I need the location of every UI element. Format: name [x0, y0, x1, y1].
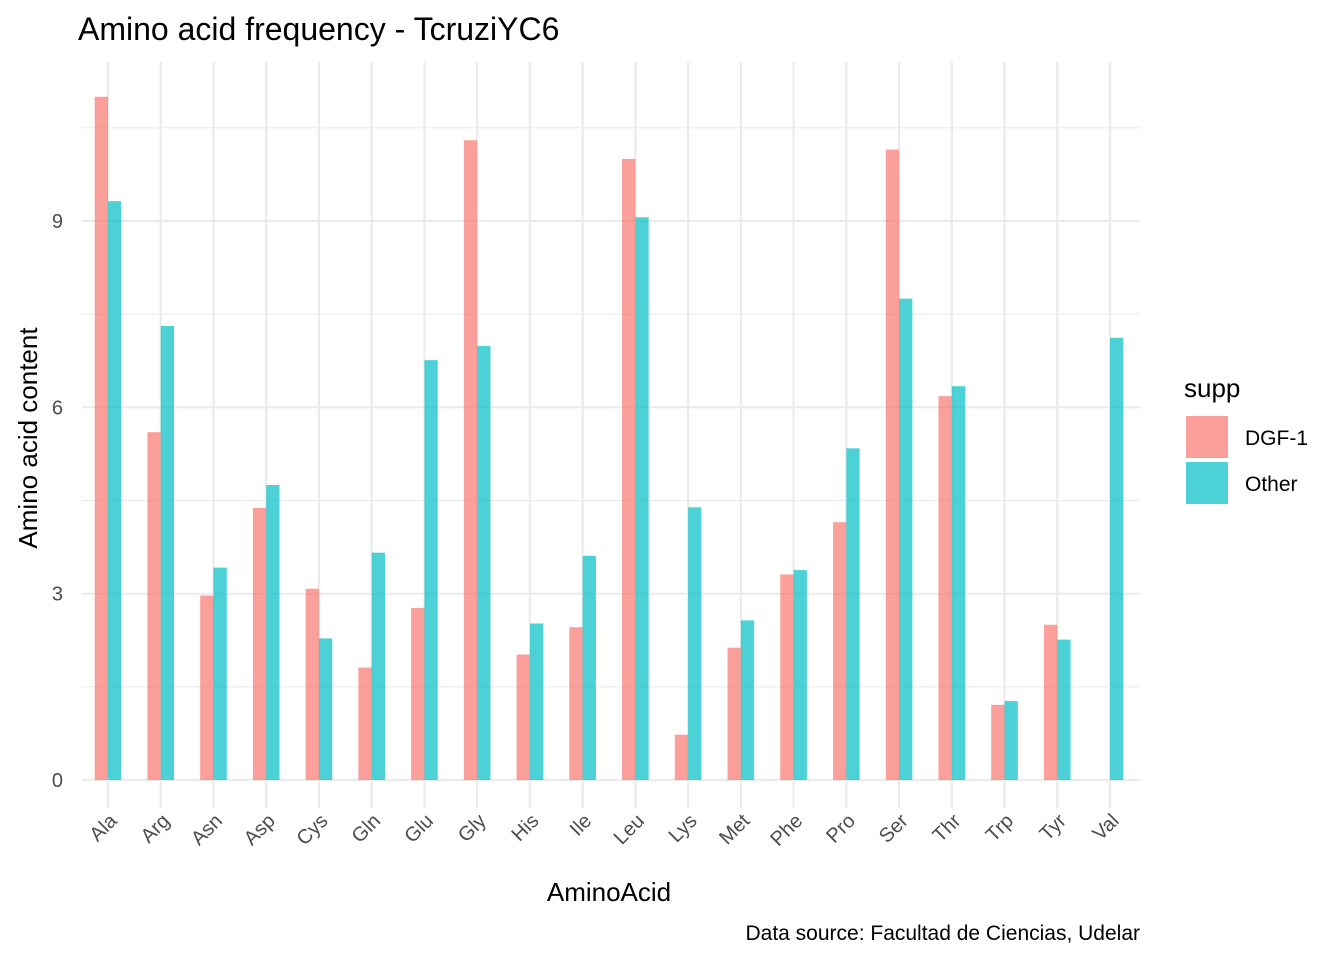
bar-other-glu	[424, 360, 438, 780]
grid	[82, 62, 1140, 808]
bar-other-gly	[477, 345, 491, 780]
bar-dgf-1-leu	[622, 158, 636, 780]
bar-other-ser	[899, 298, 913, 780]
bar-dgf-1-asn	[200, 595, 214, 780]
bar-dgf-1-his	[516, 654, 530, 780]
bars	[94, 96, 1124, 781]
bar-dgf-1-pro	[833, 522, 847, 780]
legend-key-dgf-1	[1186, 416, 1228, 458]
bar-other-his	[529, 623, 544, 780]
bar-dgf-1-gly	[463, 140, 478, 780]
x-tick-label: Asp	[240, 810, 280, 850]
x-tick-label: Gly	[454, 810, 491, 847]
bar-dgf-1-glu	[411, 607, 425, 780]
bar-other-asp	[266, 484, 280, 780]
bar-dgf-1-tyr	[1043, 624, 1058, 780]
bar-dgf-1-arg	[147, 432, 161, 780]
x-tick-label: Cys	[293, 810, 333, 850]
bar-dgf-1-asp	[252, 507, 267, 780]
bar-other-ile	[582, 555, 596, 780]
y-tick-labels: 0 3 6 9	[52, 211, 63, 792]
bar-other-ala	[108, 201, 122, 780]
bar-other-tyr	[1057, 639, 1071, 780]
legend-label: Other	[1245, 473, 1298, 496]
legend: supp DGF-1 Other	[1184, 373, 1308, 504]
chart-caption: Data source: Facultad de Ciencias, Udela…	[745, 922, 1140, 945]
bar-dgf-1-lys	[674, 734, 689, 780]
bar-other-thr	[951, 386, 966, 780]
bar-dgf-1-ala	[94, 96, 108, 781]
bar-other-phe	[793, 570, 807, 780]
bar-other-val	[1110, 337, 1124, 780]
x-tick-label: Ser	[875, 810, 913, 848]
bar-dgf-1-trp	[991, 704, 1005, 780]
bar-dgf-1-cys	[305, 588, 319, 780]
x-tick-labels: Ala Arg Asn Asp Cys Gln Glu Gly His Ile Leu Lys Met P…	[86, 809, 1124, 850]
bar-other-arg	[160, 325, 175, 780]
legend-key-other	[1186, 462, 1228, 504]
bar-dgf-1-gln	[358, 667, 372, 780]
x-tick-label: His	[507, 810, 543, 846]
bar-dgf-1-thr	[938, 396, 952, 780]
bar-other-trp	[1004, 701, 1018, 780]
x-tick-label: Thr	[929, 810, 966, 847]
x-axis-title: AminoAcid	[547, 877, 671, 907]
x-tick-label: Arg	[137, 810, 175, 848]
bar-other-asn	[213, 567, 227, 780]
y-tick-label: 9	[52, 211, 63, 233]
x-tick-label: Val	[1089, 810, 1124, 845]
bar-dgf-1-ser	[885, 149, 900, 781]
chart-title: Amino acid frequency - TcruziYC6	[78, 11, 559, 47]
bar-other-cys	[318, 638, 333, 780]
x-tick-label: Asn	[187, 810, 227, 850]
x-tick-label: Glu	[400, 810, 438, 848]
bar-other-pro	[846, 448, 860, 780]
bar-other-met	[740, 620, 755, 780]
bar-other-lys	[688, 507, 702, 780]
legend-items: DGF-1 Other	[1186, 416, 1308, 504]
legend-label: DGF-1	[1245, 427, 1308, 450]
bar-other-leu	[635, 217, 649, 781]
x-tick-label: Trp	[982, 810, 1018, 846]
y-axis-title: Amino acid content	[13, 327, 43, 549]
x-tick-label: Tyr	[1036, 810, 1071, 845]
y-tick-label: 0	[52, 770, 63, 792]
bar-other-gln	[371, 552, 385, 780]
legend-title: supp	[1184, 373, 1240, 403]
x-tick-label: Lys	[665, 810, 702, 847]
y-tick-label: 6	[52, 397, 63, 419]
y-tick-label: 3	[52, 584, 63, 606]
x-tick-label: Ile	[566, 810, 596, 840]
x-tick-label: Gln	[348, 810, 386, 848]
bar-dgf-1-phe	[780, 574, 794, 780]
x-tick-label: Leu	[610, 810, 649, 849]
x-tick-label: Phe	[766, 810, 807, 851]
bar-dgf-1-met	[727, 647, 741, 780]
bar-dgf-1-ile	[569, 627, 583, 780]
x-tick-label: Met	[715, 810, 754, 849]
x-tick-label: Pro	[822, 810, 860, 848]
x-tick-label: Ala	[86, 809, 123, 846]
